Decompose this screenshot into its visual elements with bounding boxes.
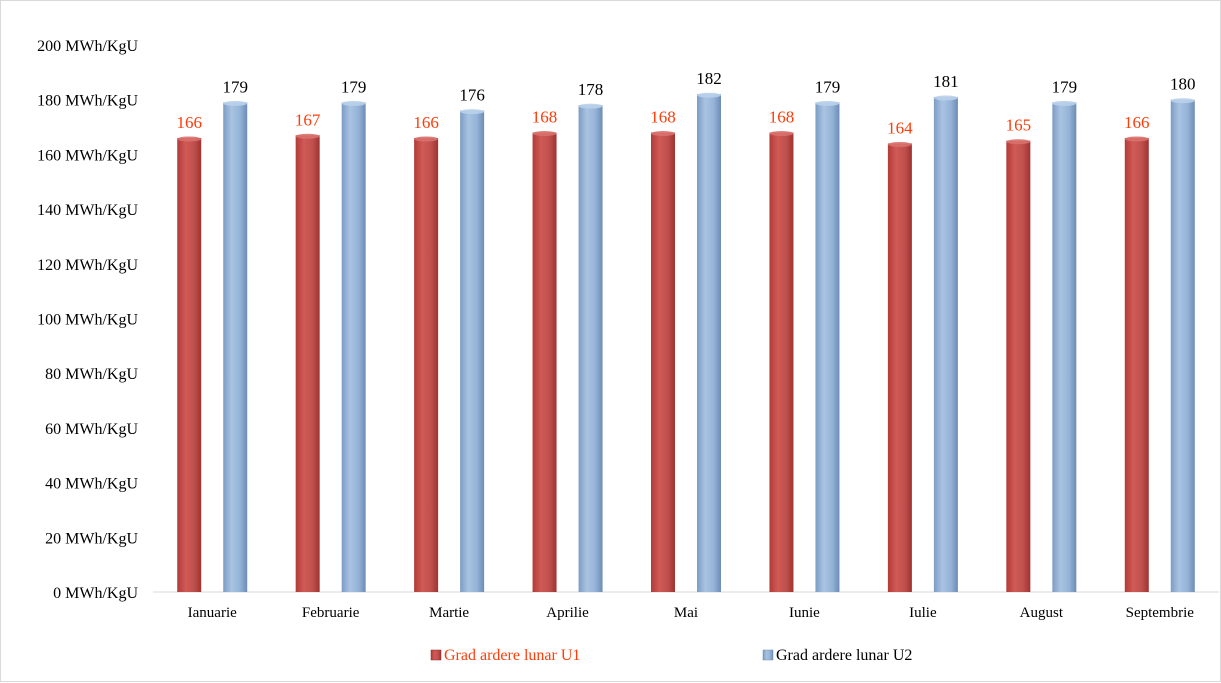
bar-cap (1052, 100, 1077, 106)
bar-u1 (295, 135, 320, 592)
bar-cap (177, 136, 202, 142)
y-tick-label: 180 MWh/KgU (37, 93, 138, 110)
bar-u2 (341, 102, 366, 592)
bar-u2 (578, 105, 603, 593)
y-tick-label: 0 MWh/KgU (53, 585, 138, 602)
bar-u2 (815, 102, 840, 592)
bars (177, 92, 1195, 593)
legend-label: Grad ardere lunar U1 (444, 647, 580, 664)
bar-cap (1170, 98, 1195, 104)
bar-u1 (532, 132, 557, 592)
y-tick-label: 120 MWh/KgU (37, 257, 138, 274)
data-label: 179 (222, 77, 248, 96)
bar-u1 (1006, 140, 1031, 592)
bar-cap (887, 141, 912, 147)
data-label: 176 (459, 86, 485, 105)
x-tick-label: Ianuarie (188, 605, 237, 621)
bar-cap (697, 92, 721, 98)
legend-swatch (762, 649, 774, 661)
x-tick-label: Aprilie (546, 605, 589, 621)
data-label: 179 (815, 77, 841, 96)
bar-cap (414, 136, 439, 142)
bar-u2 (1052, 102, 1077, 592)
data-label: 166 (176, 113, 202, 132)
data-label: 180 (1170, 75, 1196, 94)
bar-u2 (460, 110, 485, 592)
bar-u2 (1170, 99, 1195, 592)
y-tick-label: 80 MWh/KgU (45, 366, 138, 383)
bar-cap (341, 100, 366, 106)
y-tick-label: 200 MWh/KgU (37, 38, 138, 55)
data-label: 181 (933, 72, 959, 91)
bar-cap (223, 100, 248, 106)
bar-u1 (887, 143, 912, 592)
bar-cap (1006, 139, 1031, 145)
data-label: 167 (295, 110, 321, 129)
x-tick-label: Mai (674, 605, 698, 621)
x-tick-label: August (1020, 605, 1064, 621)
bar-cap (295, 133, 320, 139)
data-label: 179 (1052, 77, 1078, 96)
y-tick-label: 60 MWh/KgU (45, 421, 138, 438)
data-labels: 166 167 166 168 168 168 164 165 166 179 179 176 178 1… (176, 69, 1195, 137)
data-label: 168 (650, 108, 676, 127)
bar-cap (651, 131, 675, 137)
x-tick-label: Martie (429, 605, 469, 621)
bar-cap (769, 131, 794, 137)
x-tick-label: Iunie (789, 605, 820, 621)
y-tick-label: 40 MWh/KgU (45, 476, 138, 493)
data-label: 168 (769, 108, 795, 127)
data-label: 182 (696, 69, 722, 88)
data-label: 164 (887, 118, 913, 137)
legend: Grad ardere lunar U1 Grad ardere lunar U2 (430, 647, 912, 664)
legend-swatch (430, 649, 442, 661)
bar-u1 (769, 132, 794, 592)
data-label: 168 (532, 108, 558, 127)
data-label: 165 (1006, 116, 1032, 135)
bar-cap (460, 109, 485, 115)
y-tick-label: 140 MWh/KgU (37, 202, 138, 219)
data-label: 179 (341, 77, 367, 96)
data-label: 166 (413, 113, 439, 132)
y-axis: 0 MWh/KgU 20 MWh/KgU 40 MWh/KgU 60 MWh/KgU 8… (37, 38, 138, 602)
bar-u2 (697, 94, 721, 592)
bar-u2 (223, 102, 248, 592)
y-tick-label: 100 MWh/KgU (37, 312, 138, 329)
bar-cap (815, 100, 840, 106)
bar-cap (532, 131, 557, 137)
x-axis: Ianuarie Februarie Martie Aprilie Mai Iunie Iu… (153, 591, 1219, 621)
bar-u1 (1124, 137, 1149, 593)
bar-u1 (414, 137, 439, 593)
bar-u1 (651, 132, 675, 592)
x-tick-label: Februarie (302, 605, 360, 621)
legend-label: Grad ardere lunar U2 (776, 647, 912, 664)
bar-cap (1124, 136, 1149, 142)
bar-u1 (177, 137, 202, 593)
bar-cap (933, 95, 958, 101)
data-label: 178 (578, 80, 604, 99)
data-label: 166 (1124, 113, 1150, 132)
bar-u2 (933, 96, 958, 592)
y-tick-label: 160 MWh/KgU (37, 147, 138, 164)
x-tick-label: Iulie (909, 605, 937, 621)
bar-cap (578, 103, 603, 109)
x-tick-label: Septembrie (1126, 605, 1195, 621)
y-tick-label: 20 MWh/KgU (45, 530, 138, 547)
